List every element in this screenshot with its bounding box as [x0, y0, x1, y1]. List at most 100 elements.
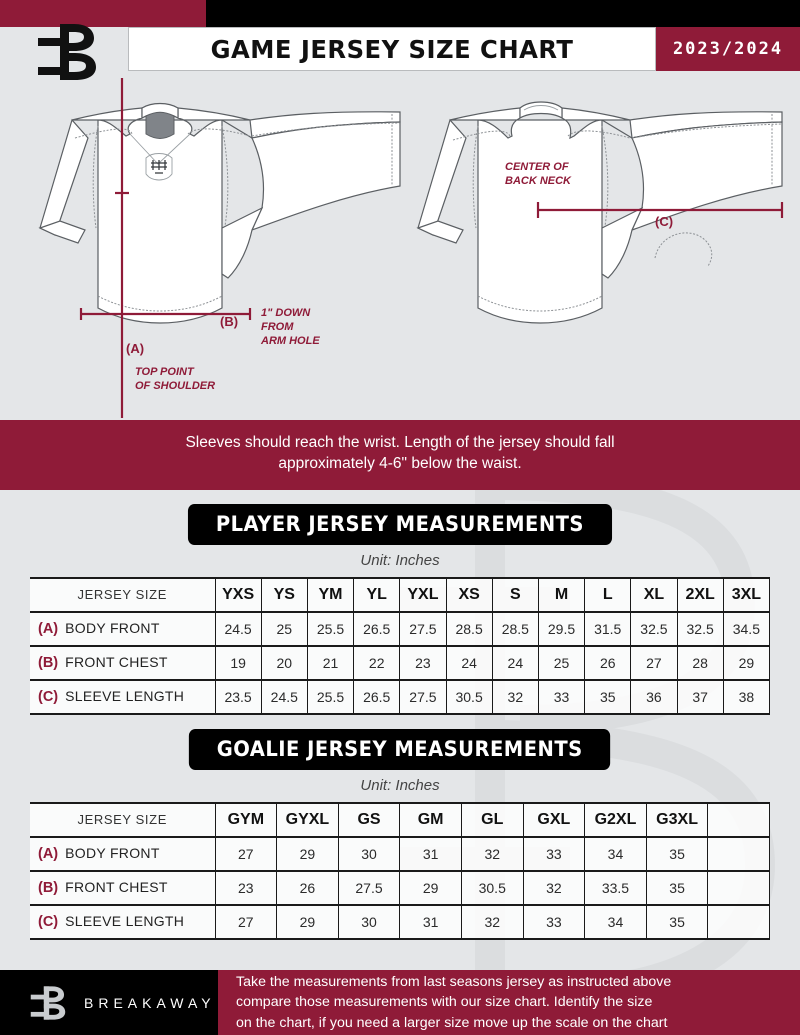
measurement-row-label: (A) BODY FRONT	[30, 836, 216, 871]
measurement-value: 24.5	[214, 611, 262, 646]
size-header-xl: XL	[630, 577, 678, 612]
size-header-gyxl: GYXL	[276, 802, 339, 837]
svg-text:TOP POINT: TOP POINT	[135, 366, 195, 378]
measurement-value	[707, 836, 770, 871]
footer-brand-block: BREAKAWAY	[0, 970, 218, 1035]
jersey-diagram: .jbody { fill:#fff; stroke:#5b5f63; stro…	[38, 78, 784, 418]
size-header-l: L	[584, 577, 632, 612]
measurement-name: BODY FRONT	[65, 845, 160, 862]
measurement-value: 24	[445, 645, 493, 680]
player-section-title: PLAYER JERSEY MEASUREMENTS	[188, 503, 612, 545]
measurement-value: 27	[630, 645, 678, 680]
measurement-value: 23	[214, 870, 278, 905]
back-label-c: (C)	[655, 214, 673, 229]
footer-line-3: on the chart, if you need a larger size …	[236, 1014, 668, 1031]
season-label: 2023/2024	[672, 39, 784, 59]
measurement-value: 25.5	[306, 611, 355, 646]
measurement-value: 34.5	[722, 611, 771, 646]
measurement-tag: (A)	[38, 846, 59, 863]
measurement-value: 20	[260, 645, 308, 680]
svg-text:CENTER OF: CENTER OF	[505, 161, 569, 173]
measurement-value: 32.5	[676, 611, 724, 646]
fit-note-line-2: approximately 4-6" below the waist.	[278, 454, 522, 472]
goalie-section-title: GOALIE JERSEY MEASUREMENTS	[189, 728, 611, 770]
table-row: (A) BODY FRONT 27 29 30 31 32 33 34 35	[30, 836, 770, 871]
measurement-value: 35	[645, 870, 709, 905]
measurement-row-label: (A) BODY FRONT	[30, 611, 216, 646]
player-unit-label: Unit: Inches	[360, 551, 440, 569]
svg-text:FROM: FROM	[261, 321, 294, 333]
svg-text:OF SHOULDER: OF SHOULDER	[135, 380, 215, 392]
measurement-value: 23.5	[214, 679, 262, 714]
measurement-name: FRONT CHEST	[65, 879, 168, 896]
measurement-tag: (A)	[38, 621, 59, 638]
measurement-value: 33	[522, 836, 586, 871]
measurement-row-label: (B) FRONT CHEST	[30, 870, 216, 905]
measurement-name: SLEEVE LENGTH	[65, 688, 185, 705]
measurement-value: 33	[522, 904, 586, 939]
lace-detail-icon	[151, 160, 167, 174]
size-header-g3xl: G3XL	[645, 802, 709, 837]
table-row: (A) BODY FRONT 24.5 25 25.5 26.5 27.5 28.5 28.5 2…	[30, 611, 771, 646]
svg-text:1" DOWN: 1" DOWN	[261, 307, 311, 319]
size-header-empty	[707, 802, 770, 837]
measurement-value: 30	[337, 836, 401, 871]
measurement-value: 34	[584, 904, 647, 939]
page-header: GAME JERSEY SIZE CHART 2023/2024	[0, 0, 800, 80]
goalie-jersey-section: GOALIE JERSEY MEASUREMENTS Unit: Inches …	[0, 715, 800, 940]
measurement-value: 26	[584, 645, 632, 680]
fit-note-line-1: Sleeves should reach the wrist. Length o…	[185, 434, 615, 451]
goalie-measurements-table: JERSEY SIZE GYM GYXL GS GM GL GXL G2XL G3XL (A) B…	[30, 802, 770, 940]
measurement-value: 30	[337, 904, 401, 939]
page-title: GAME JERSEY SIZE CHART	[210, 34, 574, 64]
measurement-value: 25	[537, 645, 586, 680]
measurement-value: 27.5	[337, 870, 401, 905]
page-footer: BREAKAWAY Take the measurements from las…	[0, 970, 800, 1035]
measurement-value: 26	[276, 870, 339, 905]
measurement-tag: (B)	[38, 655, 59, 672]
size-header-3xl: 3XL	[722, 577, 771, 612]
fit-note-banner: Sleeves should reach the wrist. Length o…	[0, 420, 800, 490]
measurement-value: 36	[630, 679, 678, 714]
footer-instructions: Take the measurements from last seasons …	[218, 970, 800, 1035]
measurement-value: 24.5	[260, 679, 308, 714]
measurement-value: 31	[399, 836, 462, 871]
measurement-value: 29	[722, 645, 771, 680]
size-header-s: S	[491, 577, 539, 612]
size-header-2xl: 2XL	[676, 577, 724, 612]
measurement-value: 19	[214, 645, 262, 680]
measurement-row-label: (B) FRONT CHEST	[30, 645, 216, 680]
jersey-illustrations: .jbody { fill:#fff; stroke:#5b5f63; stro…	[0, 78, 800, 418]
measurement-value: 34	[584, 836, 647, 871]
measurement-tag: (B)	[38, 880, 59, 897]
measurement-name: FRONT CHEST	[65, 654, 168, 671]
back-jersey-illustration: (C) CENTER OF BACK NECK	[416, 101, 784, 324]
size-header-gs: GS	[337, 802, 401, 837]
measurement-value: 25	[260, 611, 308, 646]
measurement-value: 31.5	[584, 611, 632, 646]
measurement-value: 27	[214, 904, 278, 939]
measurement-value: 32	[491, 679, 539, 714]
footer-line-1: Take the measurements from last seasons …	[236, 974, 672, 991]
size-header-ys: YS	[260, 577, 308, 612]
goalie-unit-label: Unit: Inches	[360, 776, 440, 794]
table-header-row: JERSEY SIZE GYM GYXL GS GM GL GXL G2XL G3XL	[30, 802, 770, 837]
jersey-size-header: JERSEY SIZE	[30, 802, 216, 837]
footer-line-2: compare those measurements with our size…	[236, 994, 653, 1011]
front-jersey-illustration: (B) (A) TOP POINT OF SHOULDER 1" DOWN FR…	[38, 78, 401, 418]
measurement-value: 28.5	[445, 611, 493, 646]
breakaway-b-logo-icon	[38, 24, 96, 80]
measurement-name: BODY FRONT	[65, 620, 160, 637]
size-header-xs: XS	[445, 577, 493, 612]
measurement-value: 26.5	[353, 679, 401, 714]
measurement-value: 32	[460, 836, 524, 871]
table-row: (C) SLEEVE LENGTH 27 29 30 31 32 33 34 35	[30, 904, 770, 939]
measurement-tag: (C)	[38, 914, 59, 931]
header-title-box: GAME JERSEY SIZE CHART	[128, 27, 656, 71]
size-header-m: M	[537, 577, 586, 612]
measurement-value: 21	[306, 645, 355, 680]
measurement-value: 30.5	[460, 870, 524, 905]
size-header-gm: GM	[399, 802, 462, 837]
measurement-value: 28.5	[491, 611, 539, 646]
player-jersey-section: PLAYER JERSEY MEASUREMENTS Unit: Inches …	[0, 490, 800, 715]
